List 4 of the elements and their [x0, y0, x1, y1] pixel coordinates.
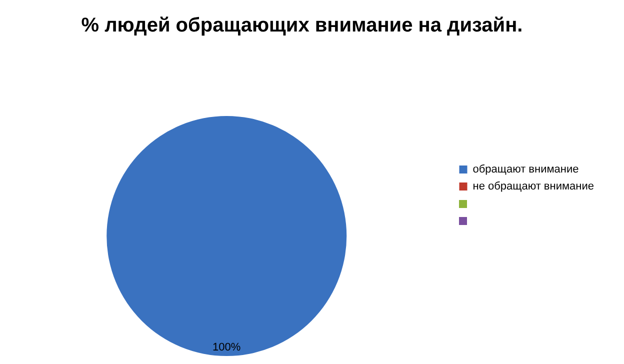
legend-label: обращают внимание: [472, 164, 579, 176]
chart-title: % людей обращающих внимание на дизайн.: [81, 14, 523, 37]
data-label: 100%: [212, 342, 241, 354]
legend-label: не обращают внимание: [472, 180, 594, 193]
